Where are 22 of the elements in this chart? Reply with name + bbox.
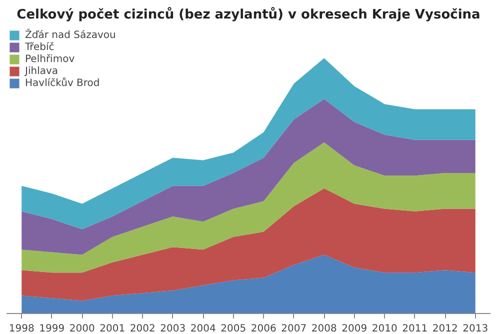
x-tick-label: 2001 [100,324,126,334]
chart-title: Celkový počet cizinců (bez azylantů) v okresech Kraje Vysočina [16,6,480,22]
x-tick-label: 2007 [281,324,307,334]
legend-label: Havlíčkův Brod [25,77,100,89]
x-tick-label: 2005 [220,324,246,334]
x-tick-label: 2008 [311,324,337,334]
x-tick-label: 2006 [250,324,276,334]
x-tick-label: 2011 [402,324,428,334]
x-tick-label: 2003 [160,324,186,334]
legend-label: Třebíč [25,41,54,53]
legend-label: Jihlava [25,65,58,77]
legend-label: Pelhřimov [25,53,75,65]
x-tick-label: 2010 [372,324,398,334]
x-tick-label: 2012 [432,324,458,334]
x-tick-label: 2000 [69,324,95,334]
x-tick-label: 1998 [8,324,34,334]
x-tick-label: 2009 [342,324,368,334]
x-tick-label: 2013 [462,324,488,334]
legend-label: Žďár nad Sázavou [25,29,116,41]
x-tick-label: 2002 [130,324,156,334]
x-tick-label: 2004 [190,324,216,334]
x-tick-label: 1999 [39,324,65,334]
